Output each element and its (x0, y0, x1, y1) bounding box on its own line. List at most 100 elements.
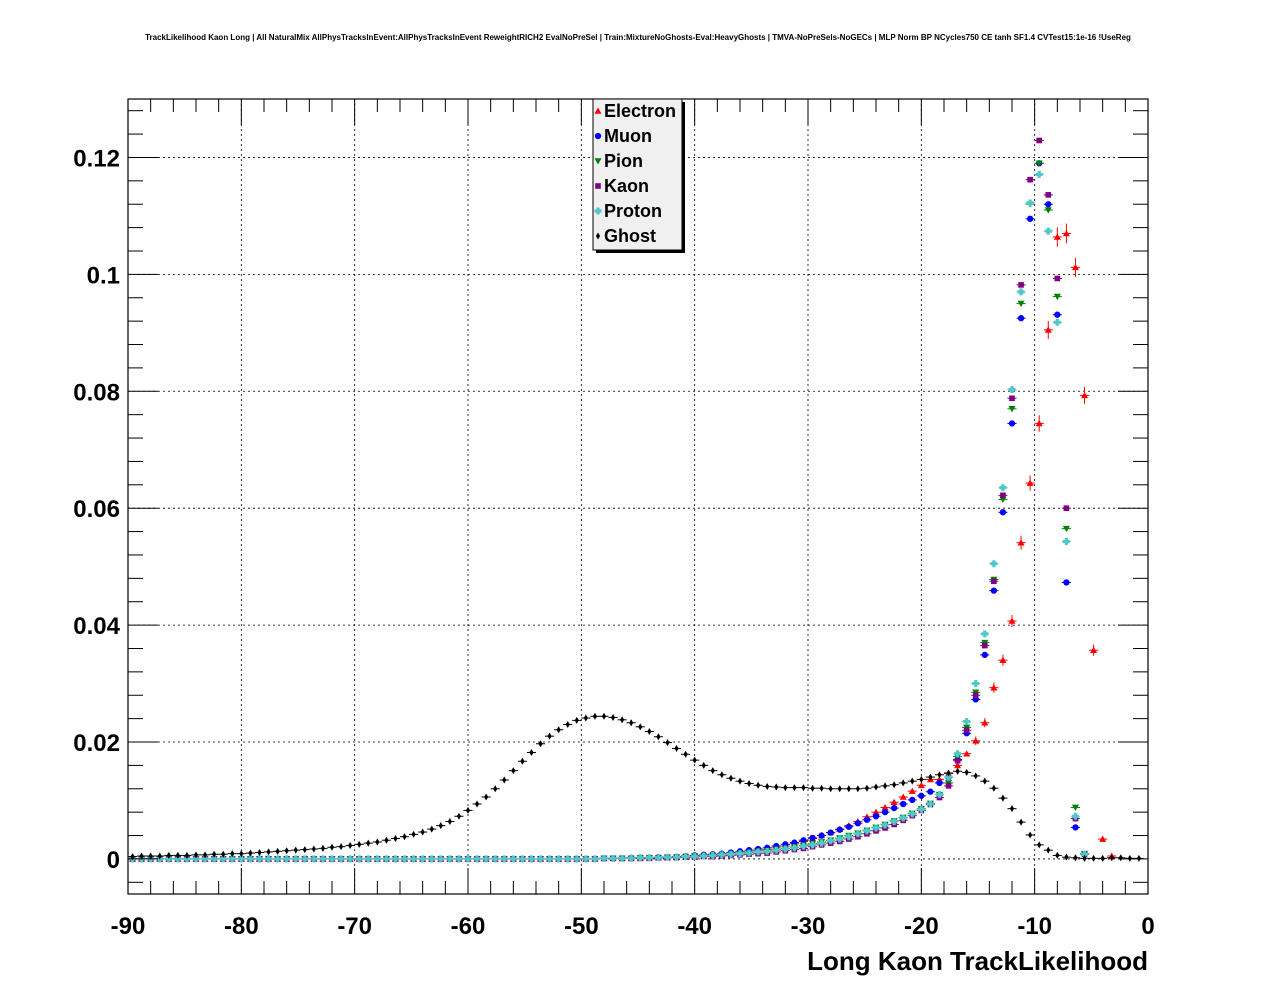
data-point (991, 784, 996, 792)
legend-entry-kaon: Kaon (595, 176, 649, 196)
legend-label: Kaon (604, 176, 649, 196)
data-point (837, 785, 842, 793)
legend-marker (594, 158, 602, 165)
data-point (645, 854, 653, 862)
data-point (1018, 282, 1024, 288)
data-point (201, 855, 209, 863)
data-point (881, 821, 889, 829)
data-point (819, 784, 824, 792)
data-point (357, 840, 362, 848)
data-point (791, 839, 798, 846)
data-point (872, 824, 880, 832)
legend-entry-ghost: Ghost (595, 226, 656, 246)
data-point (881, 803, 889, 811)
data-point (627, 854, 635, 862)
legend-label: Muon (604, 126, 652, 146)
data-point (1053, 318, 1061, 326)
data-point (620, 716, 625, 724)
data-point (438, 822, 443, 830)
data-point (954, 750, 962, 758)
data-point (193, 851, 199, 859)
data-point (500, 855, 508, 863)
data-point (990, 684, 998, 691)
series-layer (127, 137, 1144, 863)
legend-entry-electron: Electron (594, 101, 676, 121)
legend-marker (594, 207, 602, 215)
data-point (845, 823, 852, 830)
data-point (656, 733, 661, 741)
data-point (754, 848, 762, 856)
series-proton (127, 170, 1090, 863)
data-point (683, 750, 688, 758)
data-point (937, 771, 942, 779)
data-point (319, 855, 327, 863)
data-point (1136, 854, 1142, 862)
data-point (1017, 539, 1025, 546)
data-point (665, 739, 670, 747)
data-point (917, 805, 925, 813)
x-tick-label: -80 (224, 913, 259, 940)
data-point (1036, 137, 1042, 144)
data-point (175, 851, 180, 859)
data-point (447, 818, 452, 826)
data-point (774, 783, 779, 791)
data-point (918, 792, 925, 799)
data-point (790, 844, 798, 852)
data-point (654, 854, 662, 862)
data-point (863, 816, 871, 823)
data-point (1009, 805, 1015, 813)
data-point (945, 773, 953, 781)
data-point (846, 785, 851, 793)
data-point (991, 578, 997, 585)
data-point (592, 712, 598, 720)
data-point (890, 804, 898, 812)
data-point (982, 777, 987, 785)
data-point (963, 727, 970, 734)
data-point (1055, 851, 1060, 859)
data-point (292, 855, 300, 863)
data-point (901, 779, 906, 787)
data-point (346, 855, 354, 863)
x-tick-label: -20 (904, 913, 939, 940)
data-point (320, 844, 326, 852)
data-point (1081, 391, 1089, 399)
data-point (337, 855, 345, 863)
data-point (919, 775, 924, 783)
data-point (419, 855, 427, 863)
data-point (428, 855, 436, 863)
data-point (311, 845, 316, 853)
data-point (1062, 525, 1070, 533)
data-point (221, 850, 226, 858)
data-point (981, 651, 988, 659)
data-point (736, 850, 744, 858)
data-point (872, 813, 880, 820)
data-point (746, 780, 752, 788)
y-tick-label: 0.06 (73, 496, 120, 523)
data-point (375, 838, 380, 846)
legend-label: Electron (604, 101, 676, 121)
data-point (310, 855, 318, 863)
data-point (174, 855, 182, 863)
y-tick-label: 0.1 (87, 262, 120, 289)
data-point (783, 784, 788, 792)
data-point (1028, 831, 1033, 839)
data-point (183, 855, 191, 863)
data-point (402, 833, 407, 841)
data-point (972, 692, 979, 699)
legend-entry-proton: Proton (594, 201, 662, 221)
data-point (166, 851, 171, 859)
data-point (809, 841, 817, 849)
data-point (663, 853, 671, 861)
data-point (972, 737, 980, 744)
data-point (329, 843, 335, 851)
data-point (266, 848, 271, 856)
data-point (1017, 300, 1025, 308)
data-point (910, 777, 915, 785)
data-point (928, 773, 933, 781)
data-point (890, 798, 898, 806)
data-point (529, 749, 534, 757)
chart-title: TrackLikelihood Kaon Long | All NaturalM… (145, 33, 1131, 42)
data-point (1082, 854, 1087, 862)
data-point (618, 854, 626, 862)
